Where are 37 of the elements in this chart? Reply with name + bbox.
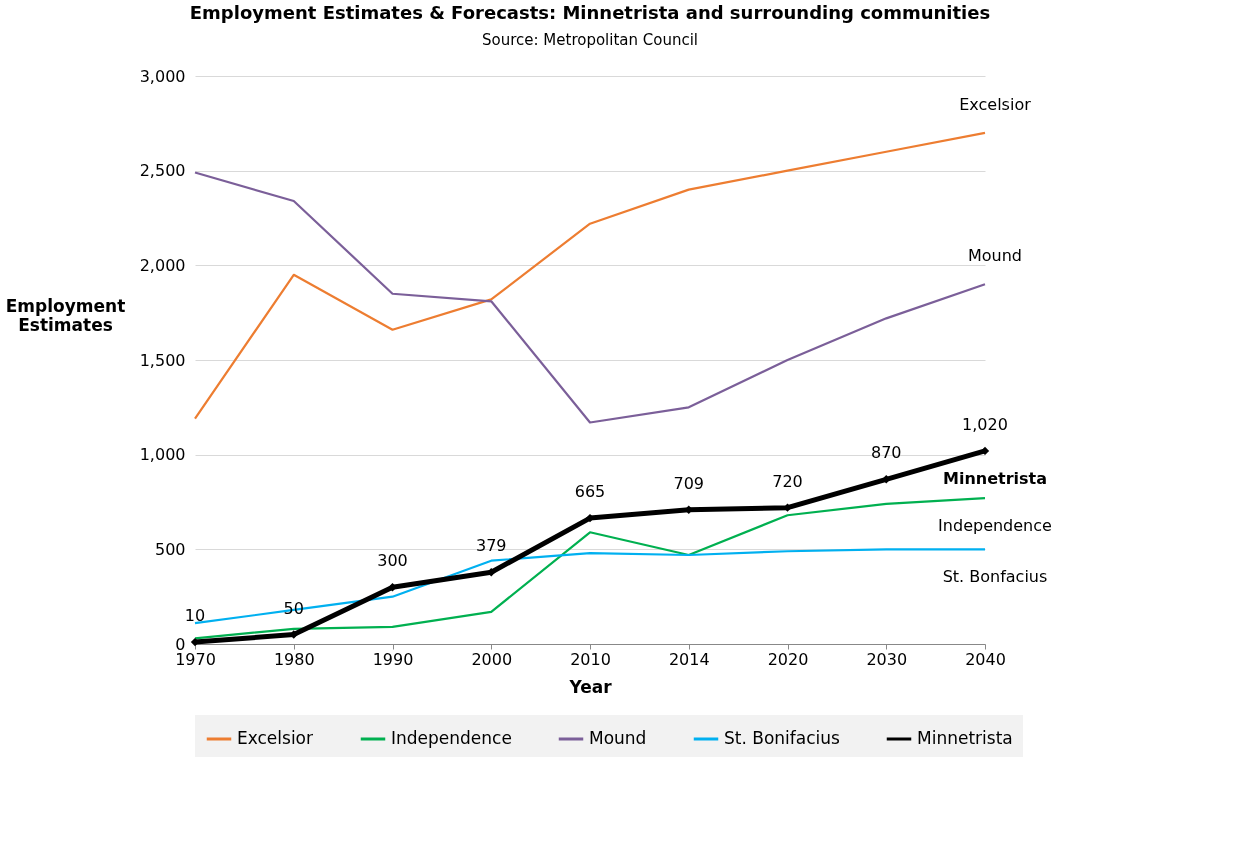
x-tick-label: 1990	[372, 649, 414, 669]
x-tick-label: 2000	[471, 649, 513, 669]
data-label: 709	[673, 473, 705, 493]
y-tick-label: 2,500	[139, 161, 186, 181]
data-label: 720	[772, 471, 803, 491]
data-label: 870	[870, 443, 902, 463]
annotation: St. Bonfacius	[942, 567, 1048, 587]
legend-label: Excelsior	[237, 728, 314, 748]
data-label: 379	[475, 536, 507, 556]
data-label: 665	[574, 482, 606, 502]
y-tick-label: 1,500	[139, 350, 186, 370]
x-axis-title: Year	[568, 676, 613, 697]
annotation: Minnetrista	[942, 468, 1048, 488]
legend-label: St. Bonifacius	[724, 728, 841, 748]
y-tick-label: 500	[154, 539, 186, 559]
y-axis-title: Employment Estimates	[5, 295, 126, 335]
data-label: 1,020	[962, 414, 1008, 434]
legend-label: Mound	[589, 728, 647, 748]
data-label: 300	[377, 551, 408, 571]
data-label: 10	[184, 606, 206, 626]
y-tick-label: 1,000	[139, 445, 186, 465]
x-tick-label: 2040	[965, 649, 1006, 669]
x-tick-label: 2020	[767, 649, 809, 669]
chart-title: Employment Estimates & Forecasts: Minnetrista and surrounding communities	[189, 2, 991, 23]
annotation: Independence	[938, 516, 1052, 536]
point	[487, 568, 496, 577]
x-tick-label: 2014	[668, 649, 710, 669]
annotation: Mound	[967, 246, 1023, 266]
y-tick-label: 2,000	[139, 255, 186, 275]
x-tick-label: 2010	[570, 649, 611, 669]
chart-subtitle: Source: Metropolitan Council	[481, 31, 699, 49]
y-tick-label: 3,000	[139, 66, 186, 86]
legend-label: Independence	[391, 728, 512, 748]
x-tick-label: 2030	[866, 649, 908, 669]
x-tick-label: 1980	[273, 649, 315, 669]
legend-label: Minnetrista	[917, 728, 1013, 748]
annotation: Excelsior	[959, 94, 1032, 114]
